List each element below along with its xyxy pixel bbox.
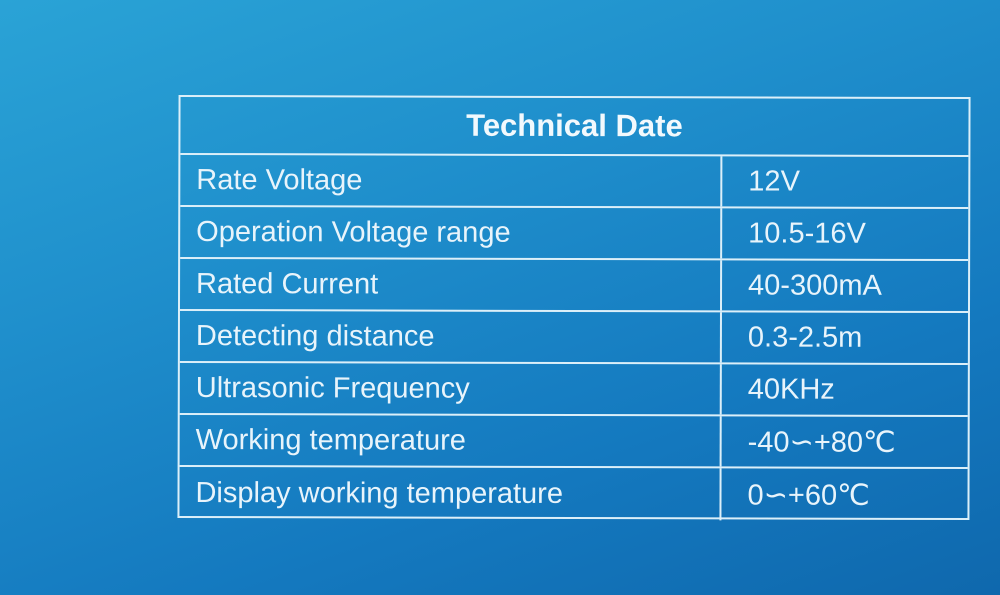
table-row: Operation Voltage range 10.5-16V	[180, 206, 969, 262]
row-value: 40KHz	[747, 372, 835, 406]
row-label: Display working temperature	[179, 466, 722, 521]
row-value: 0∽+60℃	[747, 478, 870, 512]
table-title: Technical Date	[180, 96, 969, 158]
row-value: 40-300mA	[748, 268, 882, 302]
table-row: Working temperature -40∽+80℃	[179, 414, 968, 470]
table-row: Rate Voltage 12V	[180, 154, 969, 210]
row-value: 12V	[748, 164, 800, 198]
table-row: Ultrasonic Frequency 40KHz	[179, 362, 968, 418]
row-value: 10.5-16V	[748, 216, 866, 250]
table-row: Rated Current 40-300mA	[179, 258, 969, 314]
row-label: Operation Voltage range	[180, 206, 723, 259]
row-label: Detecting distance	[179, 310, 722, 363]
row-label: Rated Current	[179, 258, 723, 311]
row-label: Rate Voltage	[180, 154, 723, 207]
row-label: Working temperature	[179, 414, 722, 467]
row-value: 0.3-2.5m	[747, 320, 863, 354]
table-row: Detecting distance 0.3-2.5m	[179, 310, 968, 366]
row-value: -40∽+80℃	[747, 425, 896, 459]
technical-data-table: Technical Date Rate Voltage 12V Operation…	[177, 94, 971, 521]
table-row: Display working temperature 0∽+60℃	[179, 466, 967, 521]
row-label: Ultrasonic Frequency	[179, 362, 722, 415]
